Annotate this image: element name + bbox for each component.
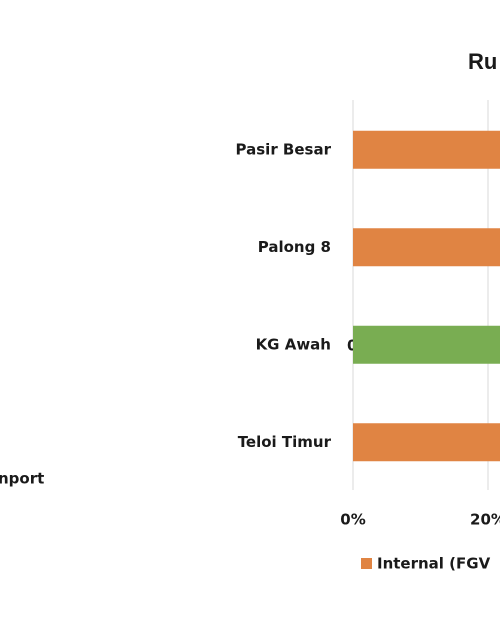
data-label: 0 xyxy=(347,336,357,354)
side-text: nport xyxy=(0,470,44,488)
y-tick-label: Teloi Timur xyxy=(238,433,332,451)
x-tick-label: 20% xyxy=(470,511,500,529)
bar xyxy=(353,325,500,364)
legend-swatch xyxy=(361,558,372,569)
bar xyxy=(353,228,500,267)
y-tick-label: Palong 8 xyxy=(258,238,331,256)
y-tick-label: Pasir Besar xyxy=(236,140,332,158)
legend-label: Internal (FGV xyxy=(377,555,491,573)
bar xyxy=(353,130,500,169)
y-tick-label: KG Awah xyxy=(256,335,331,353)
x-tick-label: 0% xyxy=(340,511,365,529)
bar xyxy=(353,423,500,462)
chart-title: Ru xyxy=(468,49,497,74)
